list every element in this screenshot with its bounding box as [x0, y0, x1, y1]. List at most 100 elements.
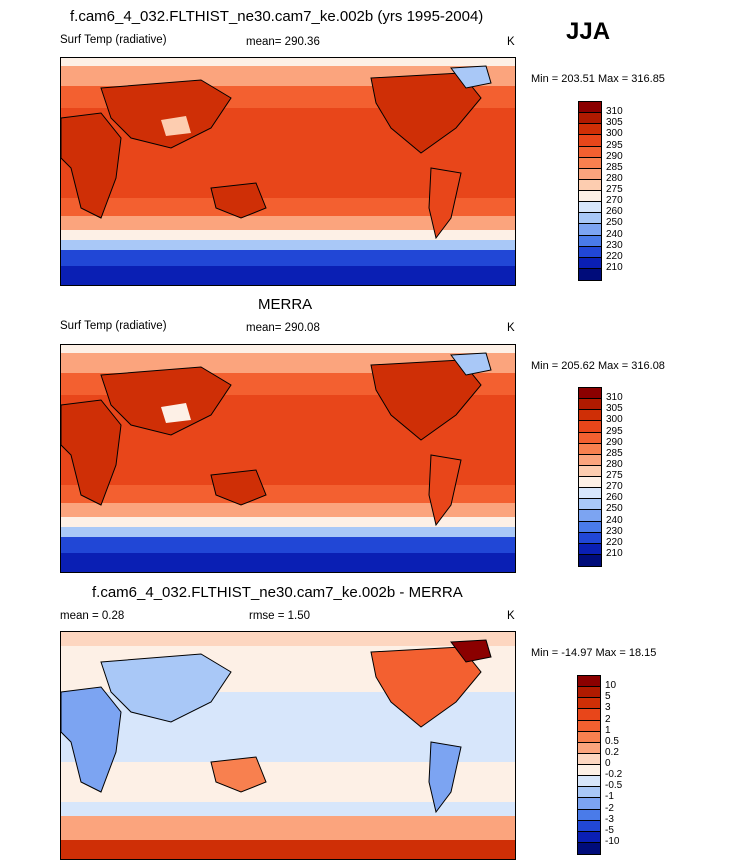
- colorbar-tick-label: 230: [606, 525, 623, 537]
- south-america-shape: [428, 167, 462, 240]
- colorbar-tick-label: 2: [605, 713, 611, 725]
- panel-3-title: f.cam6_4_032.FLTHIST_ne30.cam7_ke.002b -…: [92, 584, 463, 601]
- arctic-band: [61, 58, 515, 66]
- south-midlat-band: [61, 503, 515, 517]
- southern-ocean-band: [61, 240, 515, 250]
- panel-3-mean-label: mean = 0.28: [60, 610, 125, 622]
- colorbar-segment: [579, 510, 601, 522]
- panel-2-colorbar: [578, 387, 602, 567]
- colorbar-tick-label: 260: [606, 492, 623, 504]
- panel-2-map: [60, 344, 516, 573]
- panel-3-rmse-label: rmse = 1.50: [249, 610, 311, 622]
- colorbar-tick-label: 290: [606, 150, 623, 162]
- colorbar-tick-label: 210: [606, 261, 623, 273]
- colorbar-tick-label: 280: [606, 172, 623, 184]
- south-subtrop-band: [61, 198, 515, 216]
- south-midlat-band: [61, 216, 515, 230]
- colorbar-segment: [579, 532, 601, 544]
- colorbar-segment: [578, 798, 600, 810]
- panel-2-minmax: Min = 205.62 Max = 316.08: [531, 360, 665, 372]
- panel-3-minmax: Min = -14.97 Max = 18.15: [531, 647, 657, 659]
- tibet-cold-spot: [161, 116, 191, 136]
- panel-3-units: K: [507, 610, 515, 622]
- colorbar-tick-label: 10: [605, 680, 617, 692]
- panel-1-units: K: [507, 36, 515, 48]
- colorbar-segment: [579, 224, 601, 236]
- colorbar-tick-label: 300: [606, 128, 623, 140]
- colorbar-segment: [578, 831, 600, 843]
- panel-2-units: K: [507, 322, 515, 334]
- colorbar-segment: [579, 124, 601, 136]
- colorbar-tick-label: 210: [606, 547, 623, 559]
- panel-1-colorbar: [578, 101, 602, 281]
- colorbar-segment: [579, 499, 601, 511]
- colorbar-tick-label: 310: [606, 106, 623, 118]
- south-cold-band: [61, 230, 515, 240]
- colorbar-segment: [579, 191, 601, 203]
- panel-1-variable-label: Surf Temp (radiative): [60, 34, 167, 46]
- greenland-shape: [450, 65, 492, 89]
- panel-2-title: MERRA: [258, 296, 313, 313]
- colorbar-segment: [579, 443, 601, 455]
- australia-shape: [210, 182, 267, 219]
- colorbar-segment: [578, 687, 600, 699]
- colorbar-segment: [578, 776, 600, 788]
- colorbar-segment: [579, 146, 601, 158]
- colorbar-tick-label: -0.2: [605, 769, 623, 781]
- colorbar-segment: [579, 235, 601, 247]
- tibet-cold-spot: [161, 403, 191, 423]
- greenland-shape: [450, 639, 492, 663]
- colorbar-tick-label: 305: [606, 117, 623, 129]
- colorbar-tick-label: 230: [606, 239, 623, 251]
- north-band: [61, 632, 515, 646]
- africa-shape: [61, 686, 122, 793]
- colorbar-segment: [578, 842, 600, 854]
- colorbar-segment: [578, 787, 600, 799]
- colorbar-tick-label: -1: [605, 791, 614, 803]
- colorbar-tick-label: 240: [606, 514, 623, 526]
- colorbar-segment: [578, 676, 600, 688]
- colorbar-segment: [579, 421, 601, 433]
- south-cold-band: [61, 517, 515, 527]
- colorbar-segment: [579, 432, 601, 444]
- colorbar-tick-label: 270: [606, 481, 623, 493]
- colorbar-segment: [579, 454, 601, 466]
- panel-1-map: [60, 57, 516, 286]
- colorbar-tick-label: 275: [606, 184, 623, 195]
- colorbar-segment: [579, 410, 601, 422]
- colorbar-segment: [579, 554, 601, 566]
- colorbar-tick-label: 5: [605, 691, 611, 703]
- colorbar-tick-label: 310: [606, 392, 623, 404]
- south-america-shape: [428, 454, 462, 527]
- colorbar-segment: [578, 809, 600, 821]
- colorbar-tick-label: -10: [605, 835, 620, 847]
- africa-shape: [61, 112, 122, 219]
- colorbar-segment: [579, 488, 601, 500]
- panel-1-title: f.cam6_4_032.FLTHIST_ne30.cam7_ke.002b (…: [70, 8, 484, 25]
- antarctica-interior: [61, 553, 515, 572]
- colorbar-tick-label: 250: [606, 503, 623, 515]
- colorbar-tick-label: 270: [606, 195, 623, 207]
- colorbar-segment: [578, 753, 600, 765]
- australia-shape: [210, 469, 267, 506]
- colorbar-tick-label: 220: [606, 250, 623, 262]
- arctic-band: [61, 345, 515, 353]
- colorbar-tick-label: 275: [606, 470, 623, 481]
- eurasia-shape: [100, 366, 232, 436]
- antarctica-band: [61, 840, 515, 859]
- panel-2-mean-label: mean= 290.08: [246, 322, 320, 334]
- colorbar-segment: [579, 102, 601, 114]
- colorbar-tick-label: 285: [606, 447, 623, 459]
- colorbar-segment: [579, 257, 601, 269]
- colorbar-tick-label: 295: [606, 425, 623, 437]
- colorbar-segment: [579, 157, 601, 169]
- colorbar-segment: [579, 113, 601, 125]
- colorbar-tick-label: 3: [605, 702, 611, 714]
- colorbar-tick-label: 260: [606, 206, 623, 218]
- colorbar-tick-label: 1: [605, 724, 611, 736]
- colorbar-segment: [579, 521, 601, 533]
- colorbar-segment: [579, 246, 601, 258]
- colorbar-segment: [579, 168, 601, 180]
- south-subtrop-band: [61, 485, 515, 503]
- colorbar-tick-label: -5: [605, 824, 614, 836]
